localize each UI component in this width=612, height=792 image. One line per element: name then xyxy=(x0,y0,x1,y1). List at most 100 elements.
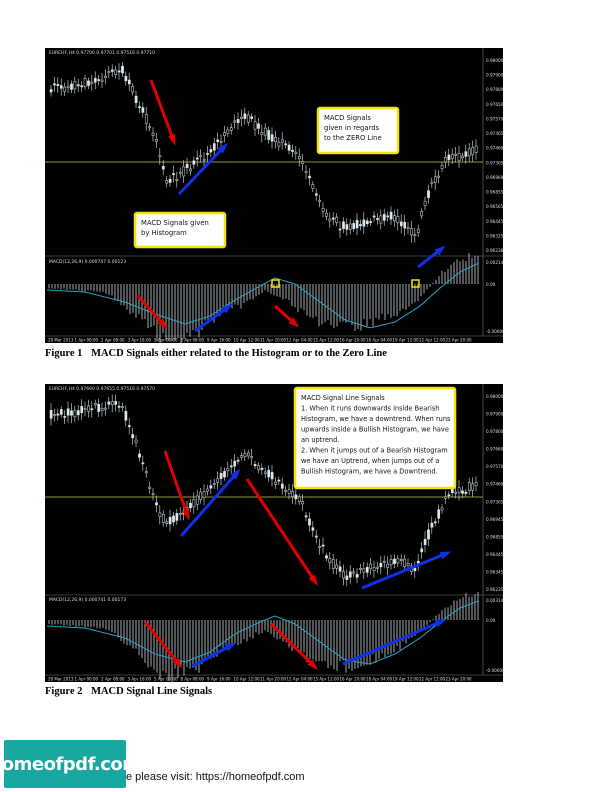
candle-body xyxy=(178,171,182,174)
macd-tick-label: 0.00 xyxy=(486,618,496,623)
price-tick-label: 0.97460 xyxy=(486,482,503,487)
uptrend-arrow xyxy=(192,644,231,668)
candle-body xyxy=(66,85,70,88)
downtrend-arrow xyxy=(149,79,175,140)
candle-body xyxy=(107,71,111,74)
candle-body xyxy=(338,566,342,572)
candle-body xyxy=(90,408,94,411)
candle-body xyxy=(263,471,267,474)
arrow-head xyxy=(172,657,183,669)
candle-body xyxy=(263,127,267,136)
candle-body xyxy=(216,478,220,483)
date-tick-label: 9 Apr 16:00 xyxy=(207,677,231,682)
candle-body xyxy=(355,573,359,578)
date-tick-label: 2 Apr 08:00 xyxy=(101,338,125,343)
candle-body xyxy=(233,460,237,467)
homeofpdf-logo[interactable]: homeofpdf.com xyxy=(0,740,141,788)
candle-body xyxy=(474,482,478,486)
candle-body xyxy=(267,130,271,140)
price-tick-label: 0.96565 xyxy=(486,204,503,209)
uptrend-arrow xyxy=(194,306,228,333)
callout-box xyxy=(133,211,227,249)
arrow-head xyxy=(288,317,300,328)
candle-body xyxy=(382,213,386,221)
price-tick-label: 0.96855 xyxy=(486,190,503,195)
candle-body xyxy=(430,181,434,184)
candle-body xyxy=(229,465,233,468)
candle-body xyxy=(63,416,67,418)
candle-body xyxy=(393,215,396,222)
downtrend-arrow xyxy=(143,621,180,664)
candle-body xyxy=(338,228,342,231)
candle-body xyxy=(56,413,60,416)
candle-body xyxy=(362,219,366,227)
date-tick-label: 18 Apr 04:00 xyxy=(366,338,393,343)
macd-signal-line xyxy=(46,262,480,329)
price-tick-label: 0.97900 xyxy=(486,73,503,78)
candle-body xyxy=(274,137,277,143)
date-tick-label: 19 Apr 12:00 xyxy=(393,338,420,343)
date-tick-label: 15 Apr 12:00 xyxy=(313,677,340,682)
date-tick-label: 5 Apr 00:00 xyxy=(154,677,178,682)
candle-body xyxy=(131,86,135,93)
candle-body xyxy=(301,501,305,505)
candle-body xyxy=(471,147,475,156)
candle-body xyxy=(389,559,393,565)
candle-body xyxy=(138,453,141,458)
price-tick-label: 0.97570 xyxy=(486,116,503,121)
uptrend-arrow xyxy=(179,473,238,537)
date-tick-label: 2 Apr 08:00 xyxy=(101,677,125,682)
candle-body xyxy=(226,129,230,134)
candle-body xyxy=(284,143,288,146)
price-tick-label: 0.98000 xyxy=(486,58,503,63)
candle-body xyxy=(311,527,315,531)
candle-body xyxy=(56,84,60,86)
candle-body xyxy=(450,154,454,159)
candle-body xyxy=(304,515,308,518)
candle-body xyxy=(450,488,454,493)
candle-body xyxy=(277,141,281,147)
candle-body xyxy=(321,208,325,212)
candle-body xyxy=(175,178,179,181)
macd-header: MACD(12,26,9) 0.000741 0.00173 xyxy=(49,597,126,603)
candle-body xyxy=(399,558,403,562)
candle-body xyxy=(444,496,447,499)
callout-box xyxy=(316,106,400,155)
price-tick-label: 0.96238 xyxy=(486,248,503,253)
candle-body xyxy=(246,452,250,457)
candle-body xyxy=(393,558,396,564)
candle-body xyxy=(365,567,369,573)
candle-body xyxy=(104,75,107,78)
candle-body xyxy=(127,79,131,85)
candle-body xyxy=(158,155,162,158)
price-tick-label: 0.96345 xyxy=(486,569,503,574)
candle-body xyxy=(325,555,328,559)
chart-header: EURCHF,H4 0.97660 0.97655 0.97516 0.9757… xyxy=(49,386,155,392)
candle-body xyxy=(454,153,458,156)
candle-body xyxy=(257,465,260,471)
candle-body xyxy=(406,563,410,566)
candle-body xyxy=(199,155,203,157)
candle-body xyxy=(362,568,366,573)
price-tick-label: 0.96325 xyxy=(486,233,503,238)
candle-body xyxy=(253,464,257,467)
candle-body xyxy=(399,221,403,227)
candle-body xyxy=(280,483,284,489)
candle-body xyxy=(250,116,254,119)
candle-body xyxy=(389,211,393,220)
candle-body xyxy=(121,406,124,408)
candle-body xyxy=(386,215,390,218)
footer-link-text[interactable]: e please visit: https://homeofpdf.com xyxy=(126,771,305,783)
candle-body xyxy=(328,218,332,222)
candle-body xyxy=(73,410,77,418)
candle-body xyxy=(331,559,335,569)
candle-body xyxy=(321,544,325,547)
price-tick-label: 0.97460 xyxy=(486,146,503,151)
candle-body xyxy=(246,114,250,123)
candle-body xyxy=(260,467,264,470)
candle-body xyxy=(141,462,145,465)
caption-number: Figure 1 xyxy=(45,348,83,359)
macd-signal-line xyxy=(46,600,480,665)
candle-body xyxy=(76,410,80,416)
candle-body xyxy=(365,220,369,225)
